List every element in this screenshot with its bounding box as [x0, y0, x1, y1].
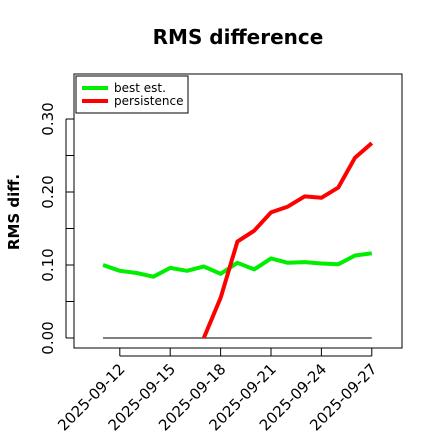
legend: best est.persistence	[75, 75, 189, 114]
series-line-1	[201, 141, 374, 339]
series-line-0	[102, 251, 373, 279]
chart-title: RMS difference	[153, 25, 324, 49]
series-layer	[102, 141, 374, 339]
y-tick-label: 0.20	[39, 175, 57, 208]
y-axis: 0.00 0.10 0.20 0.30	[39, 102, 74, 355]
y-tick-label: 0.30	[39, 102, 57, 135]
legend-label-0: best est.	[114, 81, 166, 95]
y-axis-label: RMS diff.	[5, 174, 23, 250]
legend-box	[75, 75, 189, 114]
series-1	[201, 141, 374, 339]
y-tick-label: 0.10	[39, 248, 57, 281]
plot-area	[73, 73, 403, 349]
x-axis: 2025-09-122025-09-152025-09-182025-09-21…	[54, 348, 381, 434]
legend-label-1: persistence	[114, 94, 183, 108]
series-0	[102, 251, 373, 279]
y-tick-label: 0.00	[39, 321, 57, 354]
